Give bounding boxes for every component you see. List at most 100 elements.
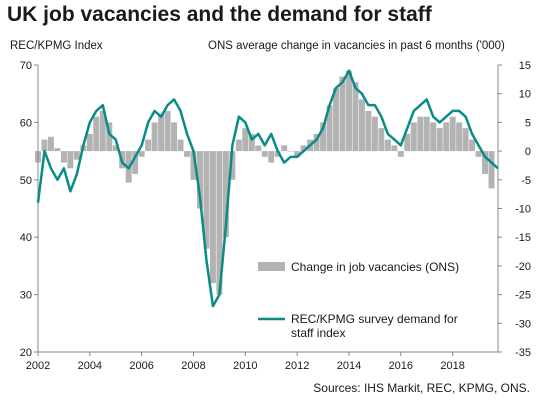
vacancy-bar — [216, 151, 223, 295]
vacancy-bar — [371, 116, 378, 152]
chart-axes: 20 30 40 50 60 70 -35 -30 -25 -20 -15 -10 -5 0 5 10 15 20… — [20, 60, 531, 372]
vacancy-bar — [242, 128, 249, 152]
vacancy-bar — [384, 139, 391, 152]
vacancy-bar — [326, 105, 333, 152]
vacancy-bar — [261, 151, 268, 157]
left-tick-label: 60 — [20, 117, 32, 129]
vacancy-bar — [287, 151, 294, 152]
vacancy-bar — [164, 110, 171, 152]
left-tick-label: 70 — [20, 60, 32, 72]
x-tick-label: 2008 — [181, 360, 205, 372]
vacancy-bar — [404, 133, 411, 152]
right-tick-label: 5 — [525, 117, 531, 129]
vacancy-bar — [222, 151, 229, 238]
vacancy-bar — [462, 128, 469, 152]
vacancy-bar — [397, 151, 404, 157]
right-tick-label: 10 — [519, 89, 531, 101]
vacancy-bar — [93, 116, 100, 152]
left-axis-title: REC/KPMG Index — [10, 40, 103, 52]
source-note: Sources: IHS Markit, REC, KPMG, ONS. — [313, 381, 530, 395]
vacancy-bar — [320, 122, 327, 152]
right-tick-label: -35 — [515, 347, 531, 359]
vacancy-bar — [132, 151, 139, 175]
legend-bars-swatch — [258, 262, 285, 271]
vacancy-bar — [67, 151, 74, 169]
vacancy-bar — [86, 133, 93, 152]
vacancy-bar — [209, 151, 216, 284]
legend-line-label: REC/KPMG survey demand for staff index — [291, 312, 461, 340]
demand-line-layer — [36, 69, 499, 308]
vacancy-bar — [449, 116, 456, 152]
vacancy-bar — [482, 151, 489, 175]
vacancy-bar — [365, 110, 372, 152]
vacancy-bar — [73, 151, 80, 160]
vacancy-bar — [184, 151, 190, 157]
vacancy-bar — [417, 116, 424, 152]
vacancy-bar — [203, 151, 210, 249]
x-tick-label: 2002 — [26, 360, 50, 372]
legend-bars-label: Change in job vacancies (ONS) — [291, 260, 459, 274]
right-tick-label: 15 — [519, 60, 531, 72]
vacancy-bar — [268, 151, 275, 163]
vacancy-bar — [488, 151, 495, 189]
left-tick-label: 50 — [20, 175, 32, 187]
chart-legend: Change in job vacancies (ONS) REC/KPMG s… — [258, 260, 461, 340]
right-tick-label: -20 — [515, 261, 531, 273]
right-tick-label: -5 — [521, 175, 531, 187]
vacancy-bar — [54, 148, 61, 152]
vacancy-bar — [99, 110, 106, 152]
chart-title: UK job vacancies and the demand for staf… — [7, 3, 432, 26]
vacancy-bar — [41, 139, 48, 152]
right-axis-title: ONS average change in vacancies in past … — [208, 40, 505, 52]
x-tick-label: 2004 — [78, 360, 102, 372]
x-tick-label: 2018 — [440, 360, 464, 372]
right-tick-label: -10 — [515, 204, 531, 216]
x-tick-label: 2014 — [337, 360, 361, 372]
vacancy-bar — [475, 151, 482, 157]
vacancy-bar — [60, 151, 67, 163]
left-tick-label: 30 — [20, 290, 32, 302]
vacancy-bar — [346, 70, 352, 152]
x-tick-label: 2006 — [129, 360, 153, 372]
vacancy-bar — [47, 136, 54, 152]
vacancy-bar — [443, 122, 450, 152]
vacancy-bar — [423, 116, 430, 152]
vacancy-bar — [106, 122, 113, 152]
vacancy-bar — [300, 145, 307, 152]
demand-for-staff-line — [36, 69, 499, 308]
right-tick-label: -15 — [515, 232, 531, 244]
vacancy-bar — [456, 122, 463, 152]
vacancy-bar — [274, 151, 281, 157]
vacancy-bar — [436, 128, 443, 152]
vacancy-bar — [112, 145, 119, 152]
vacancy-bar — [391, 145, 398, 152]
vacancy-bar — [378, 128, 385, 152]
left-tick-label: 20 — [20, 347, 32, 359]
vacancy-bar — [333, 87, 340, 152]
left-tick-label: 40 — [20, 232, 32, 244]
x-tick-label: 2016 — [389, 360, 413, 372]
vacancy-bar — [138, 151, 145, 157]
x-tick-label: 2010 — [233, 360, 257, 372]
vacancy-bar — [281, 145, 288, 152]
vacancy-bar — [151, 122, 158, 152]
vacancy-bar — [190, 151, 197, 180]
vacancy-bar — [145, 139, 152, 152]
vacancy-bar — [294, 151, 301, 157]
vacancy-bar — [339, 76, 346, 152]
vacancy-bar — [248, 133, 255, 152]
vacancy-bar — [352, 82, 359, 152]
vacancy-bar — [229, 151, 236, 180]
vacancy-bar — [196, 151, 203, 209]
right-tick-label: 0 — [525, 146, 531, 158]
vacancy-bar — [158, 113, 165, 152]
vacancy-bar — [255, 145, 262, 152]
vacancy-bar — [235, 139, 242, 152]
vacancy-bar — [430, 122, 437, 152]
right-tick-label: -30 — [515, 318, 531, 330]
vacancy-bar — [410, 122, 417, 152]
vacancy-bar — [469, 139, 476, 152]
vacancy-bar — [171, 122, 178, 152]
vacancy-bar — [177, 139, 184, 152]
